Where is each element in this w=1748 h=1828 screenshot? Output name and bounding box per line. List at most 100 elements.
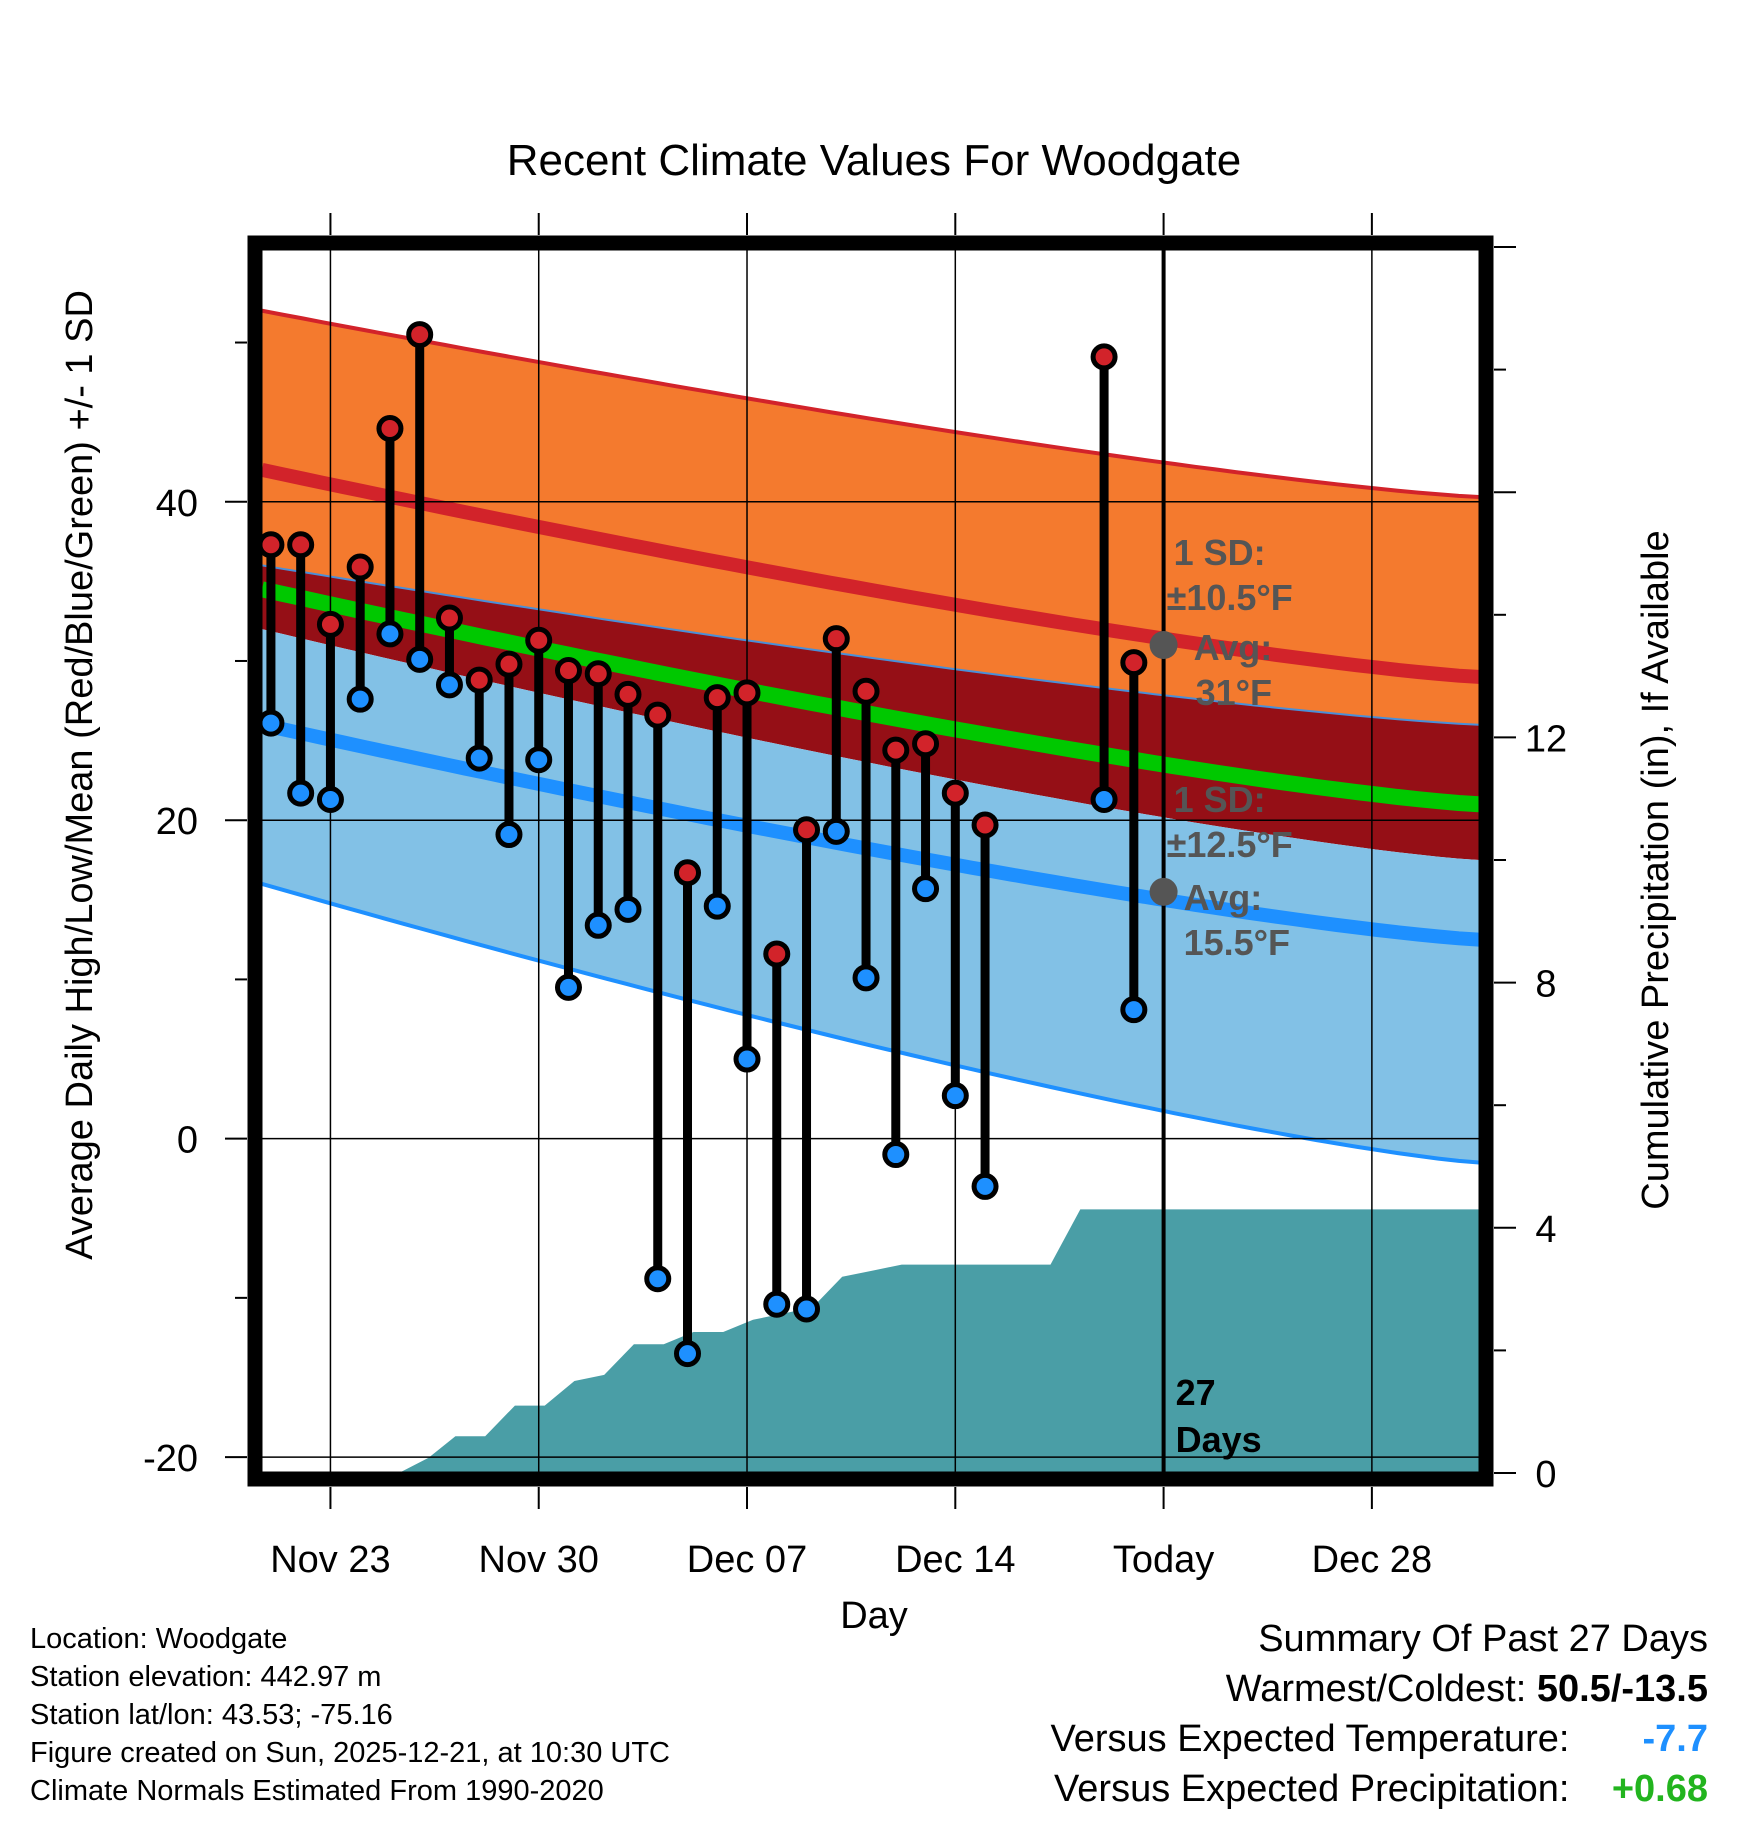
daily-low-point [316, 785, 344, 813]
axes: -20 0 20 40 0 4 8 12 Nov 23 Nov 30 Dec 07 Dec 14 Tod… [143, 213, 1567, 1581]
plot-frame [247, 235, 1494, 1487]
daily-high-point [674, 859, 702, 887]
daily-low-point [793, 1295, 821, 1323]
daily-low-point [941, 1082, 969, 1110]
y2-tick-label: 12 [1525, 718, 1567, 760]
y-tick-label: 20 [156, 801, 198, 843]
chart-title: Recent Climate Values For Woodgate [507, 136, 1242, 185]
high-avg-marker [1149, 631, 1178, 660]
latlon-text: Station lat/lon: 43.53; -75.16 [30, 1699, 393, 1731]
daily-low-point [376, 620, 404, 648]
daily-low-point [763, 1290, 791, 1318]
summary-block: Summary Of Past 27 Days Warmest/Coldest:… [1051, 1618, 1708, 1818]
daily-low-point [554, 973, 582, 1001]
daily-low-point [703, 892, 731, 920]
high-sd-band [262, 310, 1479, 725]
elevation-text: Station elevation: 442.97 m [30, 1661, 382, 1693]
temp-value: -7.7 [1642, 1718, 1708, 1760]
summary-temp: Versus Expected Temperature: -7.7 [1051, 1718, 1708, 1768]
daily-high-point [793, 816, 821, 844]
precip-value: +0.68 [1611, 1768, 1708, 1810]
low-sd-label: 1 SD: [1174, 779, 1266, 820]
warm-cold-value: 50.5/-13.5 [1536, 1668, 1708, 1710]
high-normal-line [262, 463, 1479, 684]
y-tick-label: 0 [177, 1120, 198, 1162]
low-avg-marker [1149, 877, 1178, 906]
daily-low-point [525, 746, 553, 774]
daily-high-point [554, 657, 582, 685]
daily-low-point [465, 744, 493, 772]
y-axis-label: Average Daily High/Low/Mean (Red/Blue/Gr… [59, 290, 101, 1260]
station-info: Location: Woodgate Station elevation: 44… [30, 1620, 670, 1810]
daily-high-point [1120, 649, 1148, 677]
x-tick-label: Nov 30 [479, 1539, 599, 1581]
daily-high-point [852, 677, 880, 705]
high-avg-value: 31°F [1196, 672, 1272, 713]
daily-high-point [316, 610, 344, 638]
low-avg-value: 15.5°F [1184, 922, 1290, 963]
daily-low-point [852, 964, 880, 992]
precip-area [262, 1209, 1479, 1473]
daily-high-point [882, 736, 910, 764]
high-sd-value: ±10.5°F [1167, 577, 1293, 618]
daily-high-point [971, 811, 999, 839]
daily-high-point [703, 684, 731, 712]
daily-high-point [346, 553, 374, 581]
y2-tick-label: 4 [1535, 1209, 1556, 1251]
daily-high-point [912, 730, 940, 758]
daily-low-point [1090, 785, 1118, 813]
precip-label: Versus Expected Precipitation: [1054, 1768, 1570, 1810]
daily-low-point [912, 875, 940, 903]
x-tick-label: Dec 07 [687, 1539, 807, 1581]
daily-low-point [287, 779, 315, 807]
daily-low-point [614, 895, 642, 923]
y2-axis-label: Cumulative Precipitation (in), If Availa… [1635, 530, 1677, 1209]
band-top-line [262, 564, 1479, 726]
y2-tick-label: 0 [1535, 1454, 1556, 1496]
low-avg-label: Avg: [1184, 877, 1263, 918]
daily-high-point [614, 680, 642, 708]
daily-low-point [257, 709, 285, 737]
daily-low-point [882, 1141, 910, 1169]
x-tick-label: Dec 28 [1312, 1539, 1432, 1581]
x-axis-label: Day [840, 1595, 908, 1637]
high-sd-label: 1 SD: [1174, 532, 1266, 573]
summary-heading: Summary Of Past 27 Days [1258, 1618, 1708, 1660]
high-avg-label: Avg: [1194, 627, 1273, 668]
low-sd-value: ±12.5°F [1167, 824, 1293, 865]
daily-high-point [257, 531, 285, 559]
summary-precip: Versus Expected Precipitation: +0.68 [1051, 1768, 1708, 1818]
daily-low-point [733, 1045, 761, 1073]
days-count-label: 27 [1176, 1372, 1216, 1413]
daily-low-point [1120, 996, 1148, 1024]
daily-low-point [346, 685, 374, 713]
daily-low-point [435, 671, 463, 699]
daily-low-point [584, 911, 612, 939]
location-text: Location: Woodgate [30, 1623, 288, 1655]
daily-low-point [674, 1340, 702, 1368]
daily-low-point [406, 645, 434, 673]
summary-warm-cold: Warmest/Coldest: 50.5/-13.5 [1051, 1668, 1708, 1718]
daily-high-point [465, 666, 493, 694]
temp-label: Versus Expected Temperature: [1050, 1718, 1570, 1760]
y-tick-label: 40 [156, 483, 198, 525]
y2-tick-label: 8 [1535, 964, 1556, 1006]
daily-high-point [822, 625, 850, 653]
x-tick-label: Today [1113, 1539, 1214, 1581]
daily-low-point [822, 817, 850, 845]
days-word-label: Days [1176, 1419, 1262, 1460]
daily-low-point [644, 1265, 672, 1293]
normals-text: Climate Normals Estimated From 1990-2020 [30, 1775, 604, 1807]
daily-high-point [733, 679, 761, 707]
created-text: Figure created on Sun, 2025-12-21, at 10… [30, 1737, 670, 1769]
daily-high-point [644, 701, 672, 729]
daily-high-point [584, 660, 612, 688]
daily-high-point [763, 940, 791, 968]
y-tick-label: -20 [143, 1438, 198, 1480]
x-tick-label: Dec 14 [895, 1539, 1015, 1581]
daily-high-point [1090, 343, 1118, 371]
daily-high-point [406, 321, 434, 349]
daily-low-point [495, 821, 523, 849]
